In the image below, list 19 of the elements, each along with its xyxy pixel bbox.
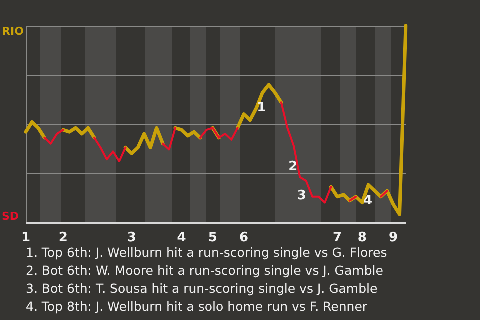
text: 1. Top 6th: J. Wellburn hit a run-scoring single vs G. Flores	[26, 244, 388, 262]
x-tick-label: 2	[58, 230, 68, 246]
x-tick-label: 5	[208, 230, 218, 246]
annotation: 4	[363, 194, 373, 209]
x-tick-label: 6	[240, 230, 249, 246]
annotation: 3	[297, 188, 306, 204]
x-tick-label: 7	[332, 230, 342, 246]
x-tick-label: 8	[358, 230, 367, 246]
text: 4. Top 8th: J. Wellburn hit a solo home run vs F. Renner	[26, 298, 369, 316]
text: 3. Bot 6th: T. Sousa hit a run-scoring single vs J. Gamble	[26, 280, 379, 298]
annotation: 1	[257, 100, 266, 116]
text: 2. Bot 6th: W. Moore hit a run-scoring single vs J. Gamble	[26, 262, 384, 280]
x-tick-label: 9	[389, 230, 398, 246]
x-tick-label: 1	[21, 230, 31, 246]
text: RIO	[2, 25, 24, 38]
annotation: 2	[288, 160, 298, 175]
x-tick-label: 4	[177, 230, 186, 246]
text: SD	[2, 210, 20, 224]
x-tick-label: 3	[127, 230, 136, 246]
